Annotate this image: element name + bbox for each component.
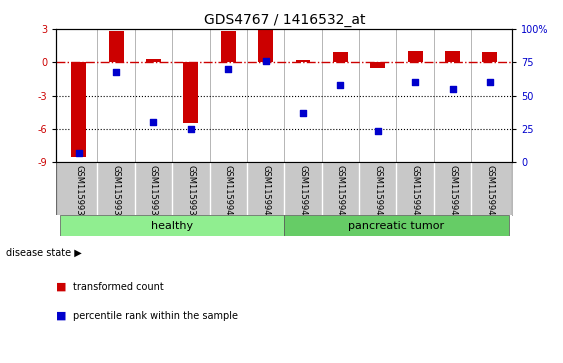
Text: disease state ▶: disease state ▶ <box>6 247 82 257</box>
Text: transformed count: transformed count <box>73 282 164 292</box>
Text: ■: ■ <box>56 311 67 321</box>
Text: GSM1159943: GSM1159943 <box>336 165 345 221</box>
Point <box>485 79 494 85</box>
Text: healthy: healthy <box>151 221 193 231</box>
Point <box>373 129 382 134</box>
Text: GSM1159946: GSM1159946 <box>448 165 457 221</box>
Point <box>74 150 83 156</box>
Point <box>448 86 457 92</box>
Bar <box>408 51 423 62</box>
Point <box>224 66 233 72</box>
Point <box>111 69 120 74</box>
Bar <box>370 62 385 68</box>
Text: GSM1159939: GSM1159939 <box>186 165 195 221</box>
Bar <box>482 52 497 62</box>
Text: ■: ■ <box>56 282 67 292</box>
Bar <box>221 31 236 62</box>
Text: GSM1159947: GSM1159947 <box>485 165 494 221</box>
Bar <box>445 51 460 62</box>
Bar <box>146 59 161 62</box>
Title: GDS4767 / 1416532_at: GDS4767 / 1416532_at <box>204 13 365 26</box>
Point <box>261 58 270 64</box>
Bar <box>184 62 198 123</box>
Text: GSM1159942: GSM1159942 <box>298 165 307 220</box>
Text: GSM1159940: GSM1159940 <box>224 165 233 220</box>
Text: GSM1159945: GSM1159945 <box>410 165 419 220</box>
Point <box>410 79 419 85</box>
Bar <box>258 29 273 62</box>
Text: percentile rank within the sample: percentile rank within the sample <box>73 311 238 321</box>
Text: GSM1159944: GSM1159944 <box>373 165 382 220</box>
Bar <box>72 62 86 156</box>
Point <box>149 119 158 125</box>
Point <box>186 126 195 132</box>
Point <box>298 110 307 116</box>
Bar <box>333 52 348 62</box>
Bar <box>296 60 310 62</box>
Bar <box>109 31 124 62</box>
Text: GSM1159936: GSM1159936 <box>74 165 83 221</box>
Text: pancreatic tumor: pancreatic tumor <box>348 221 445 231</box>
Text: GSM1159941: GSM1159941 <box>261 165 270 220</box>
Point <box>336 82 345 88</box>
Bar <box>284 215 508 236</box>
Text: GSM1159937: GSM1159937 <box>111 165 120 221</box>
Text: GSM1159938: GSM1159938 <box>149 165 158 221</box>
Bar <box>60 215 284 236</box>
